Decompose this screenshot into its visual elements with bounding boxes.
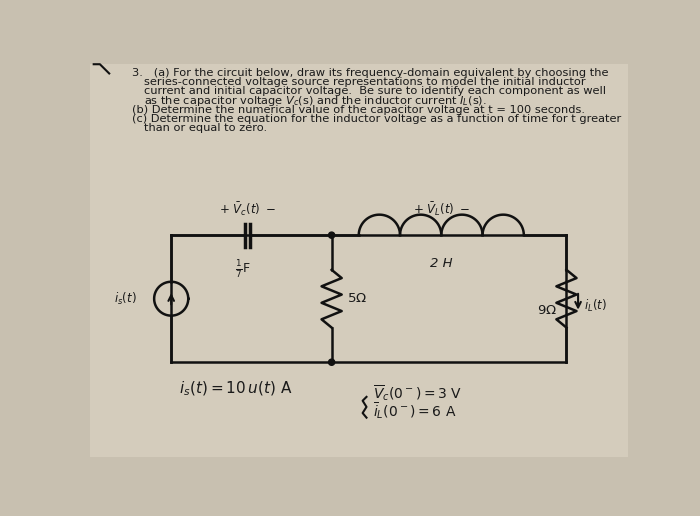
Text: current and initial capacitor voltage.  Be sure to identify each component as we: current and initial capacitor voltage. B…: [144, 86, 606, 96]
Circle shape: [328, 359, 335, 365]
Text: $9\Omega$: $9\Omega$: [537, 304, 557, 317]
Text: (b) Determine the numerical value of the capacitor voltage at t = 100 seconds.: (b) Determine the numerical value of the…: [132, 105, 585, 115]
Text: $+\ \bar{V}_c(t)\ -$: $+\ \bar{V}_c(t)\ -$: [219, 201, 276, 218]
Text: $\frac{1}{7}$F: $\frac{1}{7}$F: [235, 259, 251, 280]
Text: than or equal to zero.: than or equal to zero.: [144, 123, 267, 133]
Text: $5\Omega$: $5\Omega$: [347, 292, 368, 305]
Text: $i_s(t)$: $i_s(t)$: [113, 291, 136, 307]
Text: $i_s(t) = 10\,u(t)\ \mathrm{A}$: $i_s(t) = 10\,u(t)\ \mathrm{A}$: [179, 379, 293, 398]
Text: series-connected voltage source representations to model the initial inductor: series-connected voltage source represen…: [144, 77, 586, 87]
Text: $i_L(t)$: $i_L(t)$: [584, 298, 606, 314]
FancyBboxPatch shape: [90, 64, 628, 457]
Text: $+\ \bar{V}_L(t)\ -$: $+\ \bar{V}_L(t)\ -$: [413, 201, 470, 218]
Text: $\overline{i}_L(0^-) = 6\ \mathrm{A}$: $\overline{i}_L(0^-) = 6\ \mathrm{A}$: [372, 400, 456, 421]
Text: as the capacitor voltage $V_c$(s) and the inductor current $I_L$(s).: as the capacitor voltage $V_c$(s) and th…: [144, 93, 486, 107]
Text: 2 H: 2 H: [430, 257, 453, 270]
Text: 3.   (a) For the circuit below, draw its frequency-domain equivalent by choosing: 3. (a) For the circuit below, draw its f…: [132, 68, 609, 78]
Circle shape: [328, 232, 335, 238]
Text: (c) Determine the equation for the inductor voltage as a function of time for t : (c) Determine the equation for the induc…: [132, 114, 622, 124]
Text: $\overline{V}_c(0^-) = 3\ \mathrm{V}$: $\overline{V}_c(0^-) = 3\ \mathrm{V}$: [372, 383, 462, 403]
